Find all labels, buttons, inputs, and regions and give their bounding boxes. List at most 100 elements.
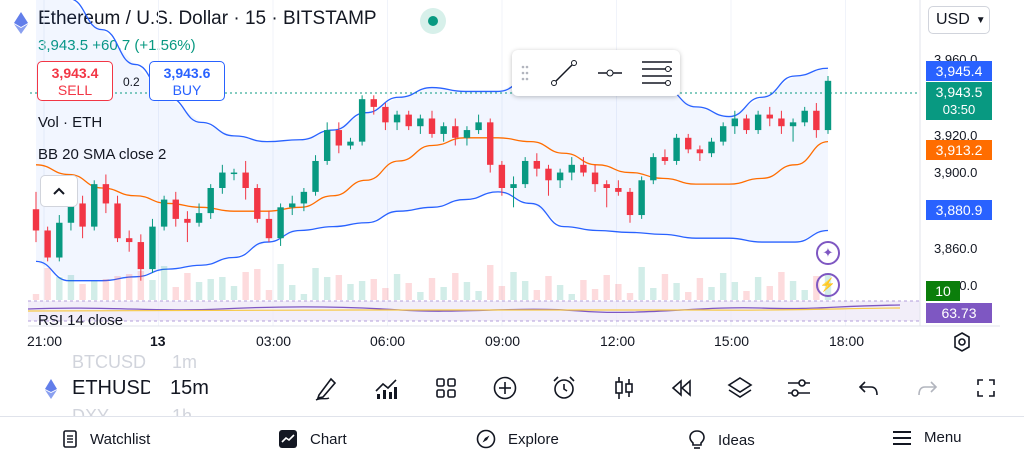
price-tick: 3,900.0 (934, 165, 978, 180)
candle-body (137, 242, 145, 270)
volume-bar (393, 274, 401, 300)
chevron-up-icon (53, 187, 65, 195)
candle-body (661, 157, 669, 161)
nav-chart[interactable]: Chart (278, 429, 347, 449)
replay-rewind-icon[interactable] (666, 372, 698, 404)
sell-button[interactable]: 3,943.4 SELL (37, 61, 113, 101)
alarm-clock-icon[interactable] (548, 372, 580, 404)
candle-body (312, 160, 319, 192)
volume-bar (743, 291, 750, 300)
candle-body (475, 122, 482, 131)
settings-sliders-icon[interactable] (783, 372, 815, 404)
symbol-title[interactable]: Ethereum / U.S. Dollar · 15 · BITSTAMP (38, 8, 377, 29)
candle-body (615, 188, 622, 192)
bottom-toolbar: BTCUSD 1m ETHUSD 15m DXY 1h (0, 352, 1024, 418)
symbol-search-button[interactable]: ETHUSD (72, 377, 150, 399)
volume-indicator-label[interactable]: Vol · ETH (38, 114, 103, 131)
candle-body (626, 191, 634, 216)
volume-bar (102, 279, 110, 300)
layers-icon[interactable] (724, 372, 756, 404)
redo-icon[interactable] (912, 372, 944, 404)
add-plus-icon[interactable] (489, 372, 521, 404)
candle-body (556, 172, 564, 181)
spread-value: 0.2 (123, 75, 140, 89)
candle-body (149, 226, 156, 270)
candle-body (382, 106, 389, 123)
volume-bar (370, 279, 377, 300)
volume-bar (219, 277, 226, 300)
volume-bar (347, 284, 354, 300)
volume-bar (580, 280, 587, 300)
candle-body (114, 203, 121, 239)
sparkle-icon[interactable]: ✦ (816, 241, 840, 265)
lightning-icon[interactable]: ⚡ (816, 273, 840, 297)
volume-bar (428, 278, 436, 300)
nav-menu[interactable]: Menu (892, 429, 962, 446)
candle-body (498, 164, 506, 188)
candle-body (487, 122, 494, 165)
fullscreen-icon[interactable] (970, 372, 1002, 404)
volume-bar (440, 287, 447, 300)
volume-bar (323, 277, 331, 300)
volume-bar (405, 283, 412, 300)
nav-watchlist-label: Watchlist (90, 430, 151, 448)
volume-bar (160, 266, 168, 300)
candle-body (207, 188, 214, 214)
buy-button[interactable]: 3,943.6 BUY (149, 61, 225, 101)
candle-body (533, 160, 541, 169)
interval-button[interactable]: 15m (170, 377, 209, 399)
undo-icon[interactable] (852, 372, 884, 404)
collapse-indicators-button[interactable] (40, 175, 78, 207)
nav-explore[interactable]: Explore (476, 429, 559, 449)
time-tick: 09:00 (485, 333, 521, 349)
trend-line-icon[interactable] (550, 59, 578, 87)
candlestick-type-icon[interactable] (608, 372, 640, 404)
volume-bar (719, 273, 727, 300)
candle-body (67, 203, 75, 223)
volume-bar (685, 292, 692, 300)
horizontal-ray-icon[interactable] (596, 59, 624, 87)
volume-bar (125, 274, 133, 300)
chart-settings-icon[interactable] (951, 331, 973, 353)
bar-countdown: 03:50 (942, 102, 976, 117)
time-tick: 03:00 (256, 333, 292, 349)
currency-select[interactable]: USD ▼ (928, 6, 990, 34)
candle-body (91, 184, 98, 227)
hamburger-menu-icon (893, 430, 911, 445)
candle-body (638, 180, 645, 216)
nav-chart-label: Chart (310, 430, 347, 448)
volume-bars (32, 264, 832, 300)
candle-body (56, 222, 63, 258)
rsi-value-tag: 63.73 (926, 303, 992, 323)
candle-body (32, 209, 40, 231)
market-open-status-icon[interactable] (420, 8, 446, 34)
volume-bar (382, 288, 389, 300)
nav-ideas[interactable]: Ideas (688, 429, 755, 451)
candle-body (358, 99, 366, 142)
chart-icon (279, 430, 297, 448)
watchlist-icon (63, 430, 77, 448)
volume-bar (277, 264, 284, 300)
drag-handle-icon[interactable] (520, 64, 530, 82)
candle-body (789, 122, 797, 127)
candle-body (801, 110, 808, 123)
buy-label: BUY (172, 82, 202, 98)
rsi-indicator-label[interactable]: RSI 14 close (38, 312, 124, 329)
volume-bar (114, 276, 121, 300)
candle-body (778, 118, 785, 127)
layouts-icon[interactable] (430, 372, 462, 404)
volume-bar (650, 288, 657, 300)
volume-bar (487, 265, 494, 300)
bollinger-indicator-label[interactable]: BB 20 SMA close 2 (38, 146, 167, 163)
parallel-channel-icon[interactable] (640, 57, 674, 89)
volume-bar (463, 282, 471, 300)
indicators-icon[interactable] (370, 372, 402, 404)
volume-bar (417, 292, 424, 300)
price-change-line: 3,943.5 +60.7 (+1.56%) (38, 37, 196, 54)
nav-watchlist[interactable]: Watchlist (62, 429, 150, 449)
volume-bar (568, 294, 575, 300)
candle-body (463, 130, 471, 138)
volume-bar (731, 282, 739, 300)
drawing-tools-icon[interactable] (310, 372, 342, 404)
candle-body (650, 157, 657, 181)
